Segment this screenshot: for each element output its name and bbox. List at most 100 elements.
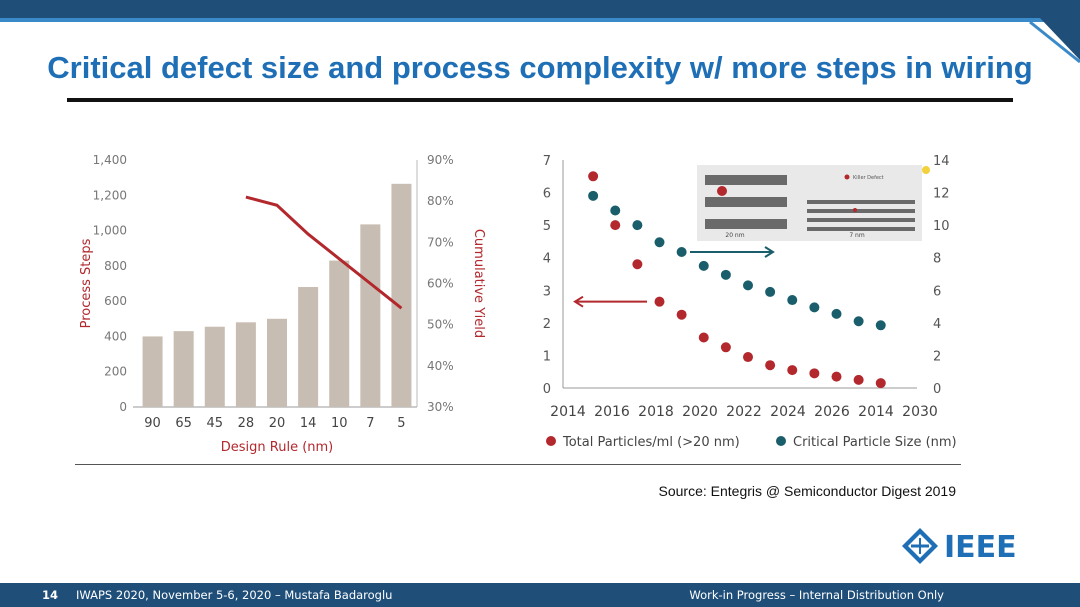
x-tick-label: 7 bbox=[366, 416, 374, 431]
bar-45 bbox=[204, 326, 225, 407]
critical-size-point bbox=[809, 302, 820, 313]
right-arrowhead bbox=[764, 246, 775, 258]
y2-tick-label: 10 bbox=[933, 219, 950, 234]
critical-size-point bbox=[676, 247, 687, 258]
critical-size-point bbox=[831, 308, 842, 319]
total-particles-point bbox=[787, 365, 798, 376]
total-particles-point bbox=[743, 352, 753, 363]
y2-tick-label: 60% bbox=[427, 277, 454, 291]
total-particles-point bbox=[831, 371, 842, 382]
bar-28 bbox=[235, 322, 256, 407]
critical-size-point bbox=[765, 286, 776, 297]
defect-dot-small bbox=[853, 208, 857, 212]
total-particles-point bbox=[765, 360, 776, 371]
total-particles-point bbox=[632, 259, 643, 270]
footer-bar: 14 IWAPS 2020, November 5-6, 2020 – Must… bbox=[0, 583, 1080, 607]
footer-conference: IWAPS 2020, November 5-6, 2020 – Mustafa… bbox=[76, 588, 393, 602]
inset-legend-label: Killer Defect bbox=[853, 175, 884, 181]
legend-critical-size-marker bbox=[776, 436, 786, 446]
total-particles-point bbox=[853, 374, 864, 385]
y2-tick-label: 2 bbox=[933, 349, 941, 364]
ieee-logo: IEEE bbox=[900, 526, 1050, 566]
x-tick-label: 2016 bbox=[594, 404, 630, 420]
y-tick-label: 5 bbox=[543, 219, 551, 234]
slide-title: Critical defect size and process complex… bbox=[47, 50, 1033, 85]
bar-10 bbox=[329, 260, 350, 407]
x-axis-title: Design Rule (nm) bbox=[221, 440, 334, 455]
inset-legend-dot bbox=[844, 174, 850, 180]
y-tick-label: 1,000 bbox=[93, 224, 127, 238]
total-particles-point bbox=[809, 368, 820, 379]
y2-tick-label: 6 bbox=[933, 284, 941, 299]
legend-total-particles-label: Total Particles/ml (>20 nm) bbox=[562, 435, 740, 450]
y2-tick-label: 0 bbox=[933, 382, 941, 397]
y-tick-label: 1 bbox=[543, 349, 551, 364]
x-tick-label: 2020 bbox=[682, 404, 718, 420]
x-tick-label: 65 bbox=[175, 416, 192, 431]
critical-size-point bbox=[632, 220, 643, 231]
y2-tick-label: 80% bbox=[427, 194, 454, 208]
y2-tick-label: 8 bbox=[933, 252, 941, 267]
y-tick-label: 400 bbox=[104, 329, 127, 343]
y-tick-label: 4 bbox=[543, 252, 551, 267]
x-tick-label: 2030 bbox=[902, 404, 938, 420]
bar-90 bbox=[142, 336, 163, 407]
x-tick-label: 28 bbox=[238, 416, 255, 431]
source-citation: Source: Entegris @ Semiconductor Digest … bbox=[658, 483, 956, 499]
y-tick-label: 1,200 bbox=[93, 188, 127, 202]
critical-size-point bbox=[875, 320, 886, 331]
x-tick-label: 90 bbox=[144, 416, 161, 431]
ieee-logo-text: IEEE bbox=[944, 530, 1017, 565]
chart-process-steps: 0 200 400 600 800 1,000 1,200 1,400 30% 40% 50% 60%… bbox=[79, 153, 486, 455]
x-tick-label: 5 bbox=[397, 416, 405, 431]
y-tick-label: 0 bbox=[119, 400, 127, 414]
inset-label-right: 7 nm bbox=[849, 232, 865, 239]
y-tick-label: 800 bbox=[104, 259, 127, 273]
y-tick-label: 200 bbox=[104, 365, 127, 379]
bar-14 bbox=[298, 287, 319, 407]
total-particles-point bbox=[588, 171, 599, 182]
critical-size-point bbox=[720, 269, 731, 280]
title-underline bbox=[67, 98, 1013, 102]
cumulative-yield-line bbox=[245, 195, 403, 310]
y-tick-label: 0 bbox=[543, 382, 551, 397]
narrow-wire-2 bbox=[807, 218, 915, 222]
y-tick-label: 1,400 bbox=[93, 153, 127, 167]
x-tick-label: 2026 bbox=[814, 404, 850, 420]
y2-tick-label: 40% bbox=[427, 359, 454, 373]
inset-label-left: 20 nm bbox=[725, 232, 744, 239]
legend-total-particles-marker bbox=[546, 436, 556, 446]
wide-wire-1 bbox=[705, 197, 787, 207]
critical-size-point bbox=[787, 295, 798, 306]
ieee-diamond-icon bbox=[902, 528, 938, 564]
x-tick-label: 10 bbox=[331, 416, 348, 431]
y-tick-label: 7 bbox=[543, 154, 551, 169]
bar-65 bbox=[173, 331, 194, 407]
total-particles-point bbox=[720, 342, 731, 353]
x-tick-label: 2018 bbox=[638, 404, 674, 420]
bar-7 bbox=[360, 224, 381, 407]
y2-tick-label: 70% bbox=[427, 235, 454, 249]
x-tick-label: 2024 bbox=[770, 404, 806, 420]
y2-axis-title: Cumulative Yield bbox=[471, 229, 486, 338]
bar-20 bbox=[267, 318, 287, 407]
critical-size-point bbox=[654, 237, 665, 248]
critical-size-point bbox=[588, 190, 599, 201]
header-decoration bbox=[0, 0, 1080, 64]
yellow-marker bbox=[922, 166, 930, 174]
narrow-wire-3 bbox=[807, 227, 915, 231]
total-particles-point bbox=[875, 378, 886, 389]
y-axis-title: Process Steps bbox=[79, 238, 94, 328]
wide-wire-2 bbox=[705, 219, 787, 229]
total-particles-point bbox=[676, 309, 687, 320]
total-particles-point bbox=[654, 296, 665, 307]
critical-size-point bbox=[610, 205, 621, 216]
critical-size-point bbox=[743, 280, 753, 291]
left-arrowhead bbox=[573, 295, 584, 308]
y2-tick-label: 30% bbox=[427, 400, 454, 414]
x-tick-label: 2014 bbox=[550, 404, 586, 420]
x-tick-label: 2022 bbox=[726, 404, 762, 420]
total-particles-point bbox=[610, 220, 621, 231]
